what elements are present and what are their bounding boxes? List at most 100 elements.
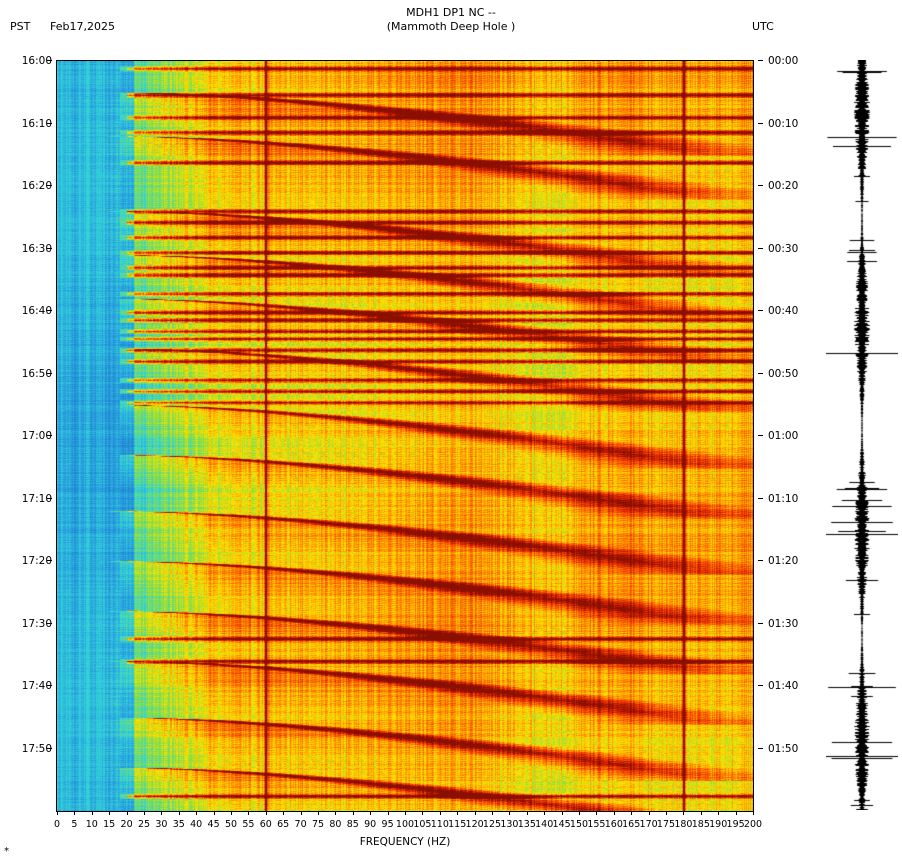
frequency-tick-label: 190 bbox=[709, 819, 728, 830]
left-tick-mark bbox=[47, 747, 52, 749]
left-time-tick: 16:30 bbox=[21, 242, 52, 255]
right-time-tick: 01:00 bbox=[768, 430, 799, 442]
chart-subtitle: (Mammoth Deep Hole ) bbox=[386, 20, 516, 33]
frequency-tick-label: 145 bbox=[552, 819, 571, 830]
frequency-tick-mark bbox=[457, 811, 459, 815]
helicorder-canvas bbox=[826, 60, 898, 810]
left-tick-mark bbox=[47, 122, 52, 124]
frequency-tick-label: 65 bbox=[277, 819, 290, 830]
frequency-tick-mark bbox=[144, 811, 145, 815]
frequency-tick-mark bbox=[213, 811, 215, 815]
left-time-axis: 16:00 16:10 16:20 16:30 16:40 16:50 17:00 17:10… bbox=[0, 55, 52, 810]
frequency-tick-label: 125 bbox=[482, 819, 502, 830]
frequency-tick-mark bbox=[126, 811, 128, 815]
left-tick-mark bbox=[47, 185, 52, 186]
left-time-tick: 16:50 bbox=[21, 367, 52, 380]
frequency-tick-label: 20 bbox=[120, 819, 133, 830]
helicorder-trace bbox=[826, 60, 898, 810]
spectrogram-plot bbox=[56, 60, 754, 812]
frequency-tick-mark bbox=[178, 811, 180, 815]
left-time-tick: 17:40 bbox=[21, 680, 52, 692]
frequency-tick-mark bbox=[405, 811, 406, 815]
frequency-tick-label: 170 bbox=[639, 819, 658, 830]
frequency-tick-label: 150 bbox=[569, 819, 589, 830]
frequency-tick-label: 60 bbox=[259, 819, 272, 830]
frequency-tick-mark bbox=[631, 811, 633, 815]
right-time-tick: 00:50 bbox=[768, 367, 799, 380]
frequency-tick-label: 0 bbox=[53, 819, 61, 830]
frequency-tick-mark bbox=[439, 811, 441, 815]
frequency-tick-mark bbox=[700, 811, 702, 815]
right-time-tick: 00:10 bbox=[768, 117, 799, 130]
frequency-tick-label: 15 bbox=[103, 819, 116, 830]
chart-title: MDH1 DP1 NC -- bbox=[406, 6, 496, 19]
frequency-tick-mark bbox=[648, 811, 650, 815]
left-time-tick: 16:10 bbox=[21, 117, 52, 130]
frequency-tick-mark bbox=[370, 811, 372, 815]
left-tick-mark bbox=[47, 560, 52, 561]
frequency-tick-label: 155 bbox=[587, 819, 606, 830]
frequency-tick-mark bbox=[474, 811, 476, 815]
right-tick-mark bbox=[758, 560, 763, 561]
right-time-axis: 00:00 00:10 00:20 00:30 00:40 00:50 01:00 01:10… bbox=[758, 55, 848, 810]
frequency-tick-label: 80 bbox=[329, 819, 342, 830]
frequency-tick-label: 180 bbox=[674, 819, 693, 830]
frequency-tick-mark bbox=[561, 811, 563, 815]
right-time-tick: 01:50 bbox=[768, 742, 799, 755]
frequency-tick-mark bbox=[718, 811, 720, 815]
left-time-tick: 17:30 bbox=[21, 617, 52, 630]
left-time-tick: 16:00 bbox=[21, 55, 52, 67]
frequency-tick-mark bbox=[318, 811, 319, 815]
frequency-tick-label: 140 bbox=[535, 819, 554, 830]
frequency-tick-label: 185 bbox=[691, 819, 710, 830]
right-time-tick: 01:40 bbox=[768, 680, 799, 692]
right-tick-mark bbox=[758, 185, 763, 186]
left-tick-mark bbox=[47, 685, 52, 686]
frequency-tick-mark bbox=[526, 811, 528, 815]
frequency-tick-mark bbox=[161, 811, 163, 815]
left-tick-mark bbox=[47, 435, 52, 436]
frequency-tick-label: 195 bbox=[726, 819, 745, 830]
right-time-tick: 00:20 bbox=[768, 180, 799, 192]
frequency-tick-label: 95 bbox=[381, 819, 394, 830]
frequency-tick-mark bbox=[544, 811, 546, 815]
right-time-tick: 00:30 bbox=[768, 242, 799, 255]
frequency-tick-mark bbox=[596, 811, 598, 815]
corner-marker: * bbox=[4, 846, 9, 857]
frequency-tick-mark bbox=[283, 811, 285, 815]
left-tick-mark bbox=[47, 497, 52, 499]
right-timezone-label: UTC bbox=[752, 20, 774, 33]
right-time-tick: 00:40 bbox=[768, 305, 799, 317]
right-tick-mark bbox=[758, 122, 763, 124]
frequency-tick-mark bbox=[509, 811, 511, 815]
frequency-tick-mark bbox=[387, 811, 389, 815]
frequency-tick-mark bbox=[683, 811, 685, 815]
right-time-tick: 01:10 bbox=[768, 492, 799, 505]
frequency-tick-label: 175 bbox=[656, 819, 676, 830]
frequency-tick-label: 200 bbox=[743, 819, 763, 830]
right-time-tick: 01:30 bbox=[768, 617, 799, 630]
left-time-tick: 16:20 bbox=[21, 180, 52, 192]
frequency-tick-mark bbox=[248, 811, 250, 815]
frequency-tick-label: 85 bbox=[346, 819, 359, 830]
frequency-tick-label: 110 bbox=[430, 819, 449, 830]
left-tick-mark bbox=[47, 372, 52, 374]
frequency-tick-mark bbox=[492, 811, 493, 815]
frequency-tick-label: 135 bbox=[517, 819, 536, 830]
frequency-tick-mark bbox=[422, 811, 424, 815]
frequency-tick-mark bbox=[666, 811, 667, 815]
frequency-tick-label: 70 bbox=[294, 819, 307, 830]
date-label: Feb17,2025 bbox=[50, 20, 115, 33]
frequency-tick-label: 115 bbox=[448, 819, 467, 830]
frequency-tick-label: 45 bbox=[207, 819, 220, 830]
left-tick-mark bbox=[47, 60, 52, 61]
right-tick-mark bbox=[758, 435, 763, 436]
frequency-tick-label: 10 bbox=[85, 819, 98, 830]
left-time-tick: 16:40 bbox=[21, 305, 52, 317]
frequency-tick-mark bbox=[109, 811, 111, 815]
right-tick-mark bbox=[758, 685, 763, 686]
frequency-tick-label: 5 bbox=[71, 819, 78, 830]
frequency-axis-label: FREQUENCY (HZ) bbox=[359, 836, 451, 848]
left-tick-mark bbox=[47, 310, 52, 311]
frequency-tick-mark bbox=[735, 811, 737, 815]
